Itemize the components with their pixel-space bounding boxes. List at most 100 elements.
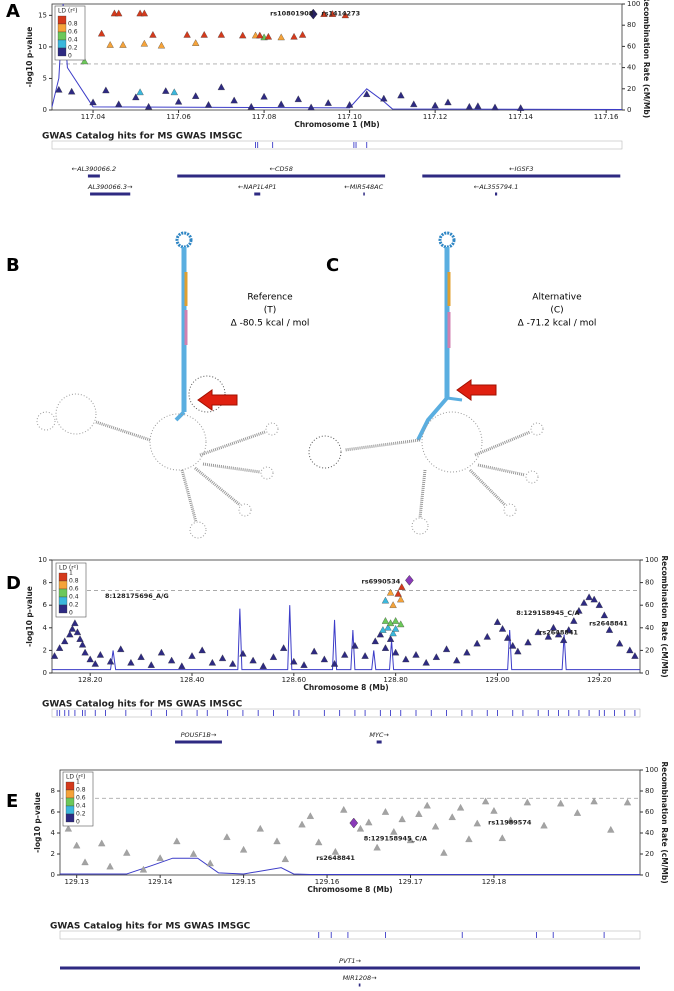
legend-label: 1 <box>69 570 73 577</box>
snp-point <box>585 593 593 601</box>
snp-point <box>259 662 267 669</box>
y2-tick-label: 40 <box>645 829 654 837</box>
legend-label: 0.2 <box>69 602 79 609</box>
snp-point <box>277 100 285 108</box>
snp-point <box>256 31 264 39</box>
arrow <box>197 389 238 411</box>
loop <box>265 422 279 436</box>
x-tick-label: 117.12 <box>423 113 448 121</box>
snp-point <box>229 660 237 667</box>
snp-point <box>80 57 89 65</box>
snp-point <box>509 641 517 649</box>
panel-label: D <box>6 573 21 594</box>
snp-point <box>498 834 506 841</box>
legend-label: 0.6 <box>68 29 78 36</box>
legend-label: 0.8 <box>76 787 86 794</box>
snp-point <box>106 41 114 48</box>
snp-point <box>402 655 410 663</box>
snp-point <box>361 652 369 659</box>
legend-swatch <box>65 797 75 807</box>
snp-point <box>397 91 405 99</box>
loop <box>525 470 539 484</box>
snp-annotation: rs2648841 <box>539 628 578 636</box>
y2-tick-label: 100 <box>645 556 658 564</box>
legend-label: 0.6 <box>76 795 86 802</box>
x-tick-label: 129.13 <box>64 878 89 886</box>
snp-point <box>132 93 140 101</box>
arrow <box>456 379 497 401</box>
snp-point <box>300 661 308 668</box>
snp-point <box>573 809 582 816</box>
snp-point <box>381 596 390 604</box>
snp-point <box>554 630 563 638</box>
legend-box <box>62 771 94 827</box>
snp-point <box>123 849 131 856</box>
snp-point <box>178 662 186 669</box>
panel-label: C <box>326 255 339 276</box>
gene-label: ←MIR548AC <box>344 183 383 191</box>
legend-swatch <box>57 15 67 25</box>
energy: Δ -80.5 kcal / mol <box>231 319 310 329</box>
y-tick-label: 0 <box>43 106 47 114</box>
snp-point <box>391 625 400 632</box>
snp-point <box>192 92 200 99</box>
legend-label: 0 <box>76 819 80 826</box>
snp-point <box>260 92 268 100</box>
snp-point <box>376 630 385 638</box>
snp-point <box>204 101 213 108</box>
snp-point <box>456 803 465 811</box>
snp-point <box>363 90 371 97</box>
y2-tick-label: 20 <box>627 85 636 93</box>
y-axis-title: -log10 p-value <box>33 792 42 853</box>
snp-point <box>463 648 471 656</box>
snp-point <box>341 11 349 19</box>
snp-point <box>162 87 170 94</box>
gene-label: ←IGSF3 <box>509 165 533 173</box>
loop <box>36 411 56 431</box>
snp-point <box>523 798 531 806</box>
y2-tick-label: 20 <box>645 850 654 858</box>
snp-point <box>157 41 166 49</box>
legend-label: 0.8 <box>69 578 79 585</box>
snp-point <box>410 100 418 108</box>
snp-point <box>448 813 456 820</box>
x-tick-label: 129.20 <box>587 676 612 684</box>
y-tick-label: 4 <box>43 624 48 632</box>
snp-point <box>156 854 164 861</box>
snp-point <box>55 85 63 93</box>
snp-point <box>324 99 332 106</box>
gene-label: ←NAP1L4P1 <box>238 183 277 191</box>
snp-point <box>341 651 349 658</box>
snp-point <box>381 808 390 815</box>
y2-axis-title: Recombination Rate (cM/Mb) <box>660 761 669 883</box>
loop <box>308 435 342 469</box>
snp-point <box>412 651 420 658</box>
track-box <box>51 140 623 150</box>
snp-point <box>351 641 359 649</box>
snp-point <box>115 100 123 108</box>
snp-point <box>106 862 114 870</box>
lead-snp <box>405 575 414 586</box>
snp-point <box>514 647 522 655</box>
snp-point <box>465 102 473 110</box>
gene <box>358 983 361 987</box>
snp-point <box>506 816 515 824</box>
snp-annotation: 8:128175696_A/G <box>105 592 169 600</box>
snp-point <box>140 9 149 17</box>
snp-point <box>239 845 248 853</box>
snp-point <box>474 102 482 109</box>
recombination-line <box>52 605 640 671</box>
y2-axis-title: Recombination Rate (cM/Mb) <box>642 0 651 118</box>
snp-point <box>615 639 624 647</box>
y2-tick-label: 40 <box>627 64 636 72</box>
snp-annotation: rs1414273 <box>321 9 360 17</box>
snp-point <box>136 88 144 96</box>
gene-label: ←AL390066.2 <box>72 165 117 173</box>
legend-label: 0 <box>69 610 73 617</box>
y-tick-label: 0 <box>43 669 47 677</box>
x-tick-label: 129.17 <box>398 878 423 886</box>
snp-point <box>422 658 430 666</box>
snp-point <box>147 661 155 668</box>
snp-point <box>394 589 402 597</box>
y2-tick-label: 100 <box>627 0 640 8</box>
